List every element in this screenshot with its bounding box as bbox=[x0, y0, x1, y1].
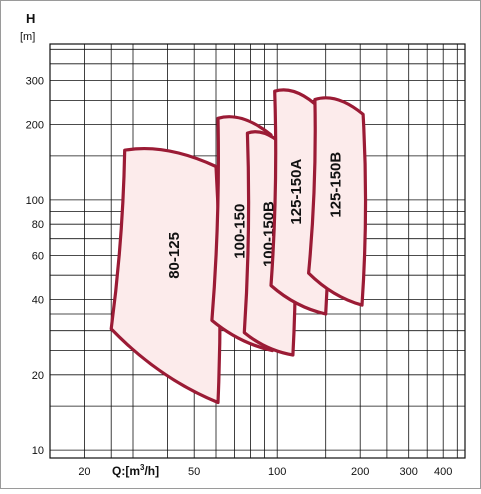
x-tick-label: 20 bbox=[78, 466, 90, 478]
y-tick-label: 100 bbox=[26, 195, 44, 207]
curve-125-150b bbox=[307, 96, 368, 307]
y-tick-label: 20 bbox=[32, 370, 44, 382]
x-axis-prefix: Q:[m bbox=[112, 464, 140, 478]
y-tick-label: 40 bbox=[32, 294, 44, 306]
y-tick-label: 10 bbox=[32, 445, 44, 457]
curve-80-125 bbox=[109, 147, 222, 405]
x-axis-label: Q:[m3/h] bbox=[112, 463, 159, 478]
x-tick-label: 400 bbox=[434, 466, 452, 478]
x-tick-label: 200 bbox=[351, 466, 369, 478]
curve-label-100-150: 100-150 bbox=[231, 204, 248, 259]
curve-label-80-125: 80-125 bbox=[166, 232, 183, 279]
y-tick-label: 200 bbox=[26, 120, 44, 132]
y-axis-unit: [m] bbox=[20, 31, 35, 43]
y-tick-label: 300 bbox=[26, 76, 44, 88]
x-tick-label: 100 bbox=[268, 466, 286, 478]
x-tick-label: 50 bbox=[188, 466, 200, 478]
x-tick-label: 300 bbox=[400, 466, 418, 478]
y-tick-label: 80 bbox=[32, 219, 44, 231]
curve-label-125-150a: 125-150A bbox=[288, 159, 305, 225]
tick-labels-layer: 10 20 40 60 80 100 200 300 20 50 100 200 300 400 bbox=[26, 76, 453, 478]
x-axis-superscript: 3 bbox=[140, 463, 145, 472]
curve-label-125-150b: 125-150B bbox=[328, 152, 345, 218]
y-tick-label: 60 bbox=[32, 250, 44, 262]
y-axis-symbol: H bbox=[26, 11, 35, 26]
x-axis-suffix: /h] bbox=[144, 464, 159, 478]
